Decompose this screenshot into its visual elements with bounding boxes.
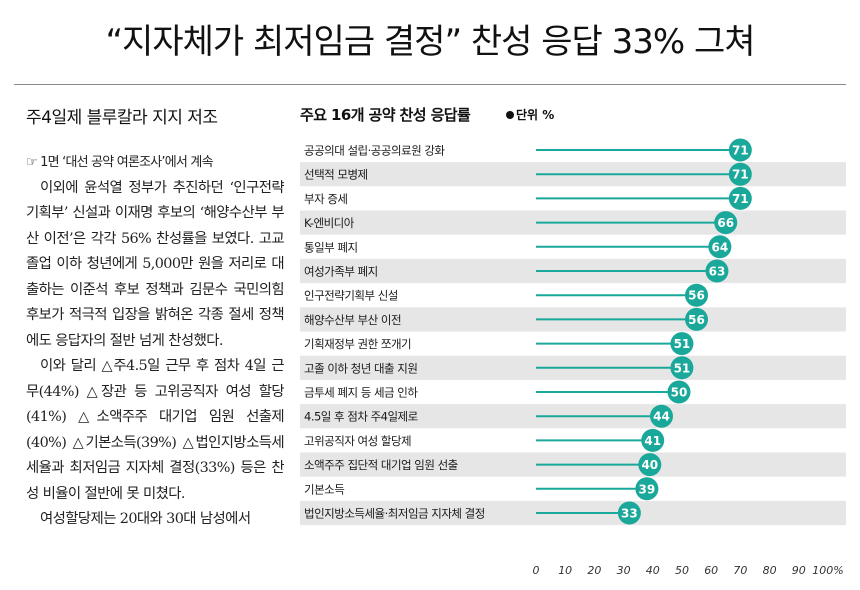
category-label: 4.5일 후 점차 주4일제로: [304, 410, 418, 424]
chart-unit: 단위 %: [506, 106, 554, 123]
category-label: 공공의대 설립·공공의료원 강화: [304, 144, 445, 158]
x-tick-label: 30: [617, 564, 631, 577]
article-paragraph: 여성할당제는 20대와 30대 남성에서: [40, 511, 251, 527]
x-tick-label: 90: [792, 564, 806, 577]
value-label: 51: [674, 337, 691, 351]
value-label: 44: [653, 410, 670, 424]
value-label: 56: [688, 313, 705, 327]
x-tick-label: 20: [587, 564, 601, 577]
bar-end-marker: [708, 235, 732, 259]
bar-end-marker: [728, 138, 752, 162]
bar-end-marker: [705, 259, 729, 283]
bar-end-marker: [635, 477, 659, 501]
bar-end-marker: [670, 356, 694, 380]
category-label: K-엔비디아: [304, 216, 355, 230]
category-label: 법인지방소득세율·최저임금 지자체 결정: [304, 507, 485, 521]
bar-end-marker: [641, 428, 665, 452]
x-tick-label: 10: [558, 564, 572, 577]
bar-end-marker: [649, 404, 673, 428]
value-label: 63: [709, 265, 726, 279]
value-label: 66: [717, 216, 734, 230]
category-label: 해양수산부 부산 이전: [304, 313, 401, 327]
bar-end-marker: [728, 162, 752, 186]
value-label: 64: [712, 240, 729, 254]
value-label: 41: [644, 434, 661, 448]
x-tick-label: 40: [646, 564, 660, 577]
category-label: 통일부 폐지: [304, 240, 358, 254]
value-label: 71: [732, 168, 749, 182]
value-label: 51: [674, 361, 691, 375]
value-label: 71: [732, 192, 749, 206]
article-paragraph: 이외에 윤석열 정부가 추진하던 ‘인구전략기획부’ 신설과 이재명 후보의 ‘…: [26, 179, 284, 349]
bar-end-marker: [670, 332, 694, 356]
bar-end-marker: [685, 307, 709, 331]
chart-unit-label: 단위 %: [516, 108, 555, 122]
x-tick-label: 100%: [812, 564, 843, 577]
bar-end-marker: [728, 186, 752, 210]
category-label: 여성가족부 폐지: [304, 265, 378, 279]
value-label: 33: [621, 507, 638, 521]
x-tick-label: 80: [763, 564, 777, 577]
category-label: 기본소득: [304, 482, 344, 496]
category-label: 선택적 모병제: [304, 168, 368, 182]
category-label: 부자 증세: [304, 192, 347, 206]
x-tick-label: 60: [704, 564, 718, 577]
value-label: 50: [671, 386, 688, 400]
article-reference: ☞ 1면 ‘대선 공약 여론조사’에서 계속: [26, 155, 214, 170]
value-label: 56: [688, 289, 705, 303]
category-label: 기획재정부 권한 쪼개기: [304, 337, 411, 351]
category-label: 인구전략기획부 신설: [304, 289, 398, 303]
bar-end-marker: [714, 211, 738, 235]
category-label: 고졸 이하 청년 대출 지원: [304, 361, 417, 375]
bar-end-marker: [685, 283, 709, 307]
bar-end-marker: [667, 380, 691, 404]
value-label: 40: [641, 458, 658, 472]
headline: “지자체가 최저임금 결정” 찬성 응답 33% 그쳐: [105, 22, 755, 62]
category-label: 소액주주 집단적 대기업 임원 선출: [304, 458, 458, 472]
unit-dot-icon: [506, 111, 514, 119]
x-tick-label: 50: [675, 564, 689, 577]
value-label: 39: [639, 482, 656, 496]
article-body: ☞ 1면 ‘대선 공약 여론조사’에서 계속 이외에 윤석열 정부가 추진하던 …: [26, 150, 284, 588]
bar-end-marker: [638, 453, 662, 477]
chart-title: 주요 16개 공약 찬성 응답률: [300, 106, 471, 124]
category-label: 금투세 폐지 등 세금 인하: [304, 386, 418, 400]
bar-end-marker: [617, 501, 641, 525]
article-subhead: 주4일제 블루칼라 지지 저조: [26, 108, 218, 128]
value-label: 71: [732, 144, 749, 158]
x-tick-label: 70: [733, 564, 747, 577]
article-paragraph: 이와 달리 △주4.5일 근무 후 점차 4일 근무(44%) △장관 등 고위…: [26, 358, 284, 502]
category-label: 고위공직자 여성 할당제: [304, 434, 411, 448]
x-tick-label: 0: [533, 564, 540, 577]
headline-rule: [14, 84, 846, 85]
